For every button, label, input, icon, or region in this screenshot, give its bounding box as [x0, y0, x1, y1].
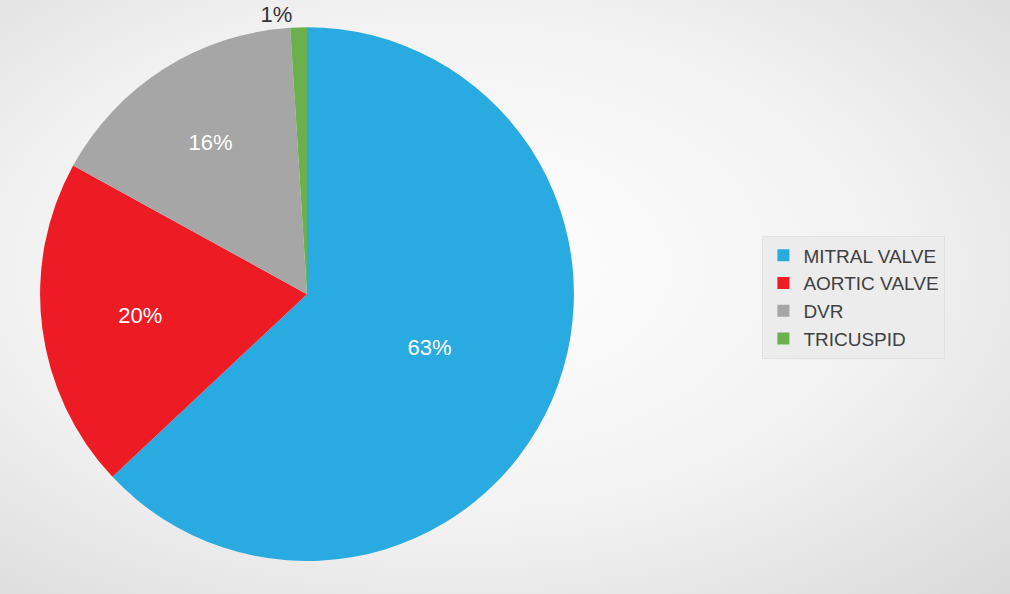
svg-text:16%: 16% — [188, 130, 232, 155]
svg-text:63%: 63% — [407, 335, 451, 360]
svg-text:20%: 20% — [118, 303, 162, 328]
svg-text:MITRAL VALVE: MITRAL VALVE — [803, 246, 936, 267]
svg-text:AORTIC VALVE: AORTIC VALVE — [803, 273, 938, 294]
svg-text:1%: 1% — [261, 2, 293, 27]
svg-text:DVR: DVR — [803, 301, 843, 322]
svg-text:TRICUSPID: TRICUSPID — [803, 329, 905, 350]
